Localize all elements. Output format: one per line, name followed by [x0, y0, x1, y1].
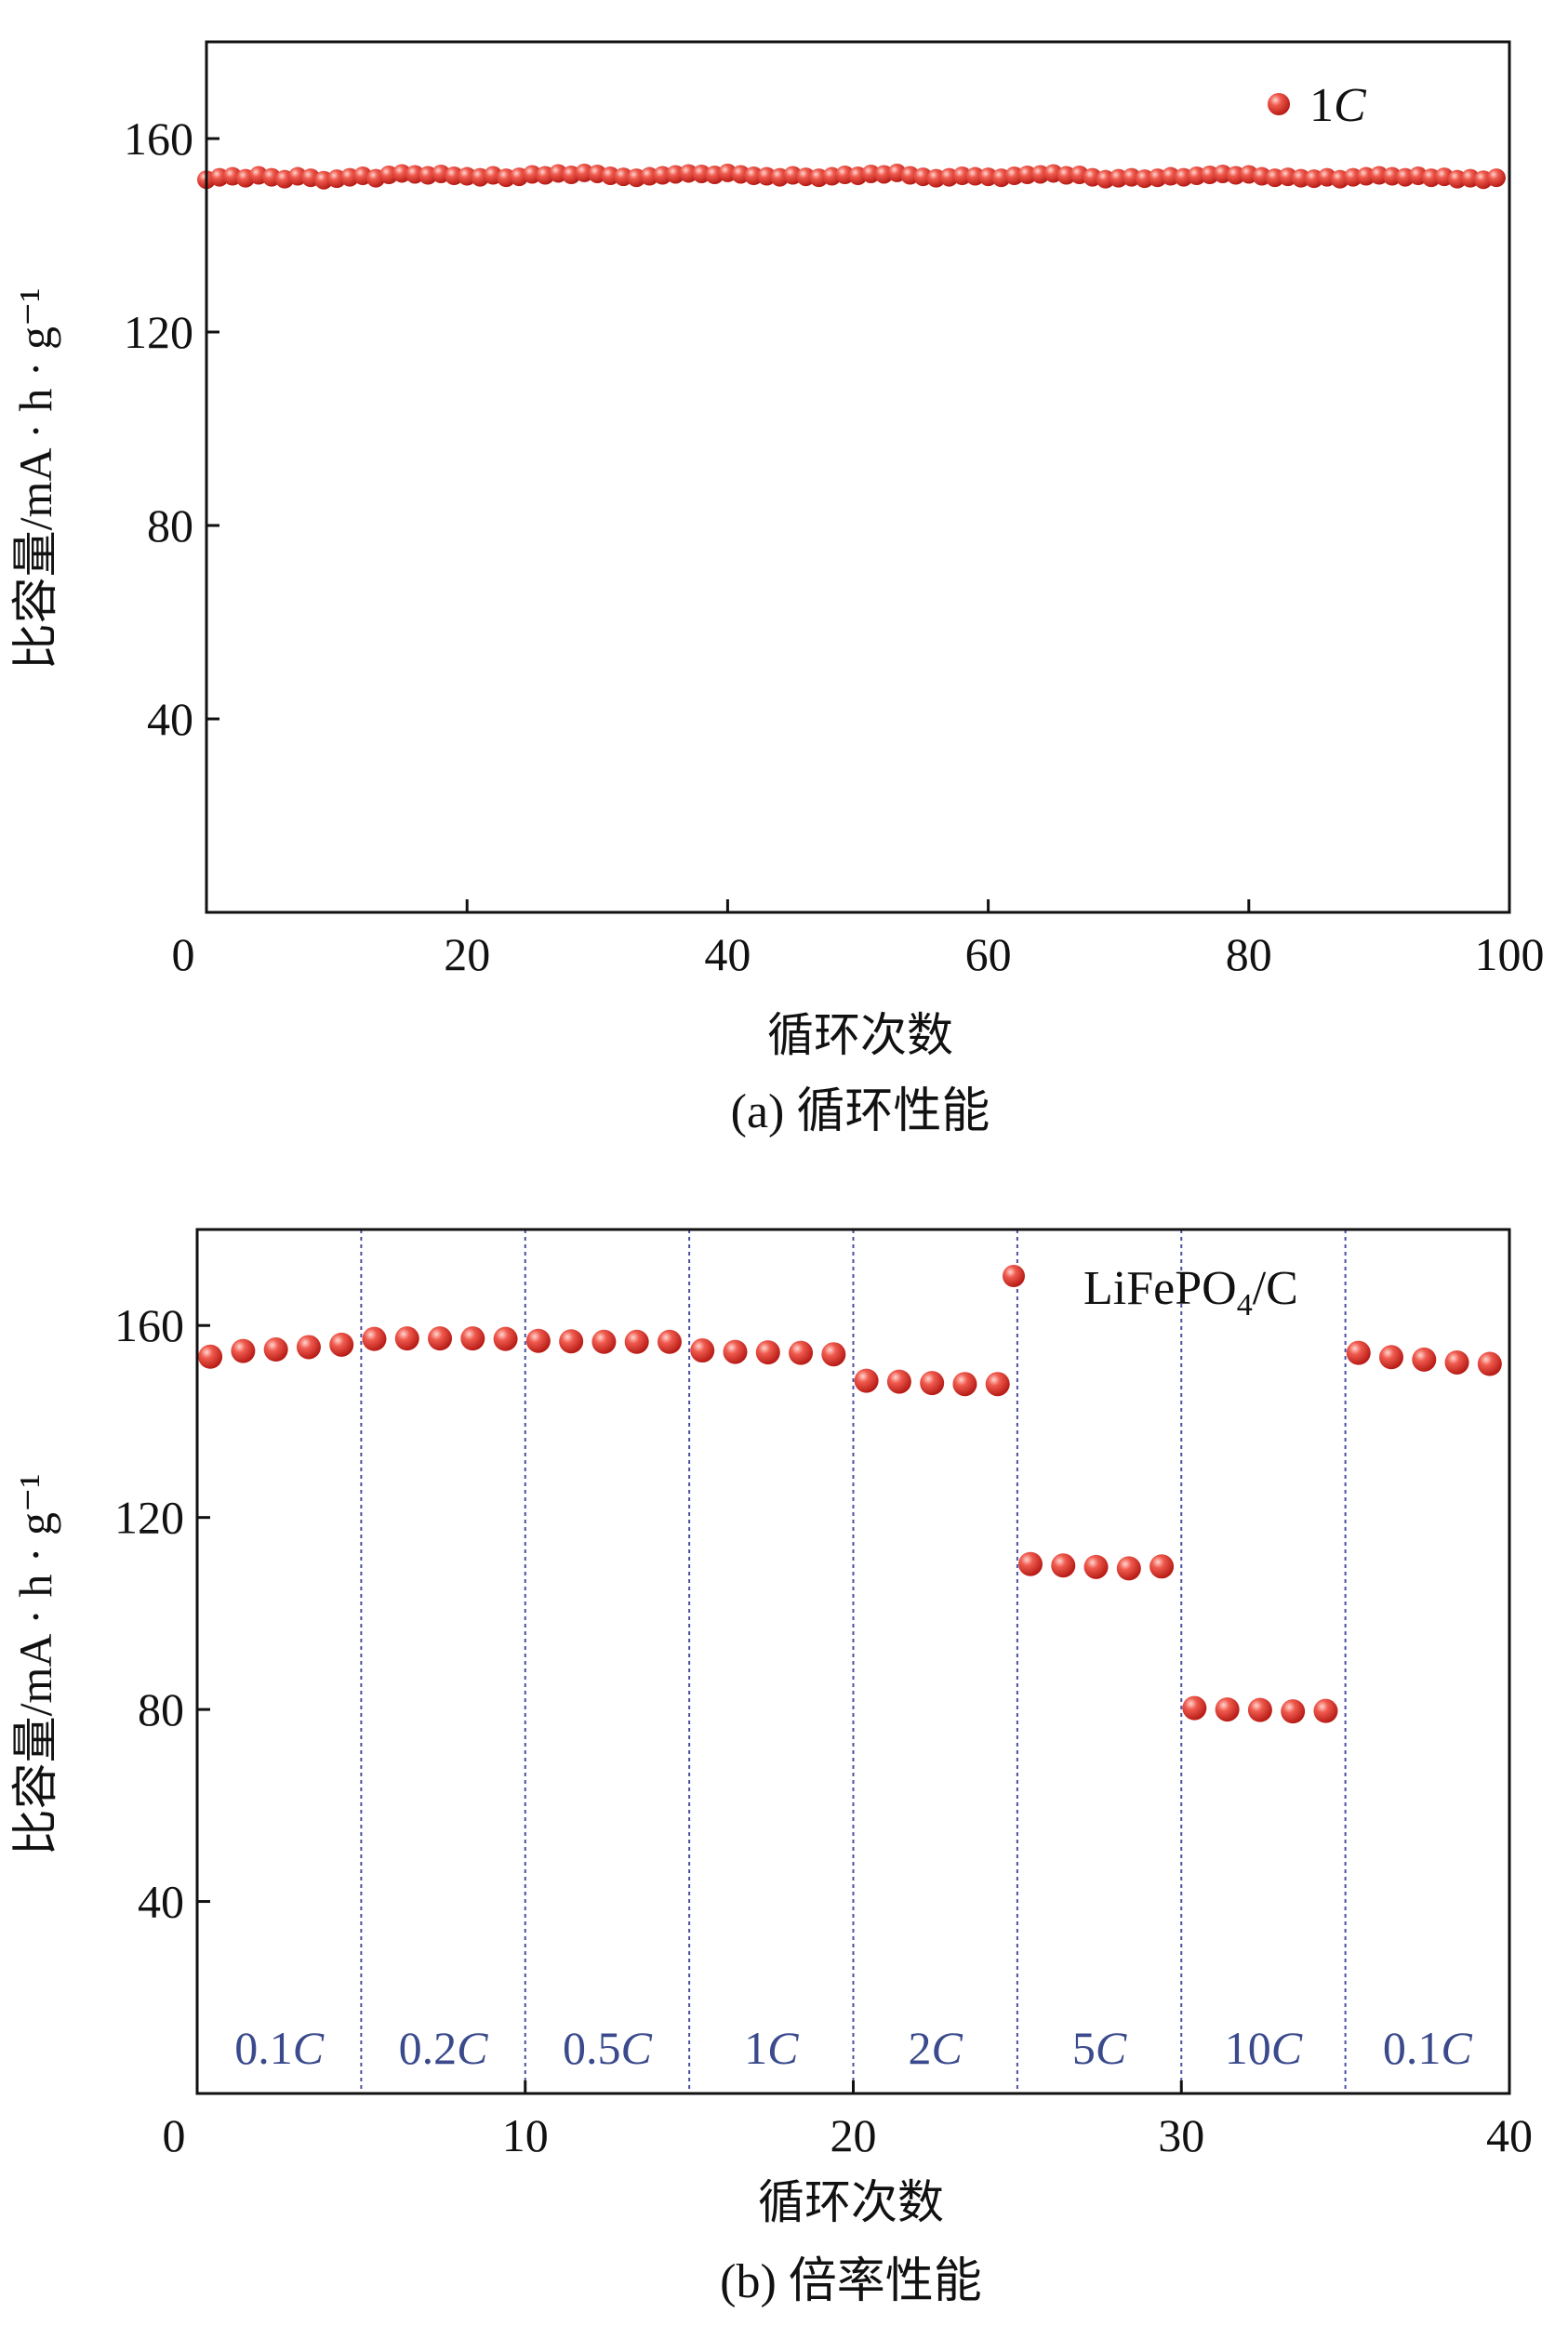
a-ytick-label: 40 [147, 693, 193, 745]
b-xtick-label: 30 [1158, 2109, 1204, 2161]
chart-a-points [197, 163, 1506, 190]
b-data-point [1083, 1554, 1109, 1579]
b-rate-label: 0.5C [563, 2022, 653, 2074]
b-data-point [624, 1329, 649, 1354]
b-data-point [723, 1339, 748, 1364]
b-rate-label: 0.2C [399, 2022, 489, 2074]
b-rate-label: 1C [744, 2022, 799, 2074]
b-data-point [821, 1342, 846, 1367]
chart-b-rate-labels: 0.1C 0.2C 0.5C 1C 2C 5C 10C 0.1C [234, 2022, 1472, 2074]
b-data-point [1412, 1347, 1437, 1372]
b-data-point [525, 1328, 551, 1353]
b-data-point [1379, 1345, 1404, 1370]
chart-b-xlabel: 循环次数 [758, 2176, 944, 2228]
a-data-point [1056, 166, 1076, 185]
b-rate-label: 5C [1072, 2022, 1127, 2074]
b-xtick-label: 40 [1486, 2109, 1533, 2161]
b-data-point [1313, 1698, 1338, 1723]
b-data-point [394, 1326, 419, 1351]
b-data-point [362, 1326, 387, 1351]
a-data-point [1486, 168, 1506, 188]
b-data-point [1346, 1340, 1371, 1365]
b-data-point [690, 1338, 715, 1363]
b-data-point [1017, 1551, 1043, 1576]
a-data-point [861, 164, 881, 183]
b-data-point [985, 1372, 1010, 1397]
b-ytick-label: 120 [114, 1492, 184, 1544]
b-data-point [789, 1340, 814, 1365]
b-data-point [559, 1329, 584, 1354]
a-data-point [1017, 166, 1037, 184]
b-ytick-label: 80 [138, 1683, 184, 1735]
chart-b-ylabel: 比容量/mA · h · g⁻¹ [9, 1474, 61, 1856]
b-data-point [1051, 1553, 1076, 1578]
a-xtick-label: 20 [444, 928, 490, 980]
b-data-point [591, 1329, 617, 1354]
b-data-point [755, 1340, 780, 1365]
b-data-point [263, 1337, 288, 1362]
a-xtick-label: 0 [172, 928, 195, 980]
chart-b-legend: LiFePO4/C [1003, 1262, 1298, 1322]
b-xtick-label: 10 [502, 2109, 549, 2161]
a-ytick-label: 80 [147, 499, 193, 552]
b-data-point [886, 1369, 911, 1394]
b-data-point [1247, 1697, 1272, 1722]
chart-a-legend-marker [1268, 93, 1290, 115]
a-data-point [744, 166, 764, 186]
b-data-point [198, 1344, 223, 1369]
chart-a-ticks: 0 20 40 60 80 100 40 80 120 160 [124, 113, 1545, 980]
b-xtick-label: 0 [163, 2109, 186, 2161]
chart-b-caption: (b) 倍率性能 [720, 2255, 982, 2308]
a-ytick-label: 120 [124, 306, 193, 358]
chart-a-plot-frame [205, 40, 1511, 914]
a-data-point [965, 166, 985, 186]
b-data-point [1444, 1349, 1469, 1375]
chart-cycle-performance: 0 20 40 60 80 100 40 80 120 160 1C 比容量/mA · h · g… [9, 40, 1545, 1138]
b-data-point [460, 1326, 485, 1351]
chart-b-ticks: 0 10 20 30 40 40 80 120 160 [114, 1299, 1533, 2161]
b-data-point [1215, 1697, 1240, 1722]
chart-a-ylabel: 比容量/mA · h · g⁻¹ [9, 288, 61, 671]
a-data-point [952, 166, 972, 186]
b-data-point [1182, 1695, 1207, 1721]
chart-b-points [198, 1326, 1502, 1724]
a-data-point [445, 166, 464, 186]
b-ytick-label: 40 [138, 1876, 184, 1928]
a-xtick-label: 60 [965, 928, 1012, 980]
b-data-point [493, 1326, 518, 1351]
b-rate-label: 10C [1225, 2022, 1303, 2074]
b-data-point [428, 1326, 453, 1351]
a-xtick-label: 100 [1475, 928, 1545, 980]
b-data-point [296, 1335, 321, 1360]
b-ytick-label: 160 [114, 1299, 184, 1351]
a-xtick-label: 80 [1226, 928, 1272, 980]
a-data-point [679, 164, 698, 183]
b-rate-label: 0.1C [1383, 2022, 1473, 2074]
b-data-point [920, 1371, 945, 1396]
b-data-point [329, 1332, 354, 1357]
b-xtick-label: 20 [831, 2109, 877, 2161]
chart-a-xlabel: 循环次数 [767, 1009, 953, 1061]
a-xtick-label: 40 [704, 928, 751, 980]
a-data-point [1291, 168, 1310, 188]
chart-b-legend-marker [1003, 1265, 1025, 1287]
b-data-point [854, 1368, 879, 1393]
b-data-point [1477, 1351, 1502, 1376]
b-data-point [1149, 1554, 1175, 1579]
chart-rate-performance: 0.1C 0.2C 0.5C 1C 2C 5C 10C 0.1C 0 10 20 30 40 40 80 1… [9, 1228, 1533, 2308]
b-data-point [952, 1372, 977, 1397]
b-rate-label: 0.1C [234, 2022, 325, 2074]
chart-b-legend-text: LiFePO4/C [1083, 1262, 1298, 1322]
chart-b-dividers [360, 1229, 1347, 2093]
chart-a-caption: (a) 循环性能 [731, 1085, 990, 1138]
chart-a-legend-text: 1C [1309, 79, 1367, 132]
b-rate-label: 2C [909, 2022, 963, 2074]
b-data-point [1116, 1556, 1141, 1581]
b-data-point [1281, 1699, 1306, 1724]
chart-a-legend: 1C [1268, 79, 1367, 132]
a-ytick-label: 160 [124, 113, 193, 165]
b-data-point [657, 1329, 682, 1354]
b-data-point [231, 1338, 256, 1363]
